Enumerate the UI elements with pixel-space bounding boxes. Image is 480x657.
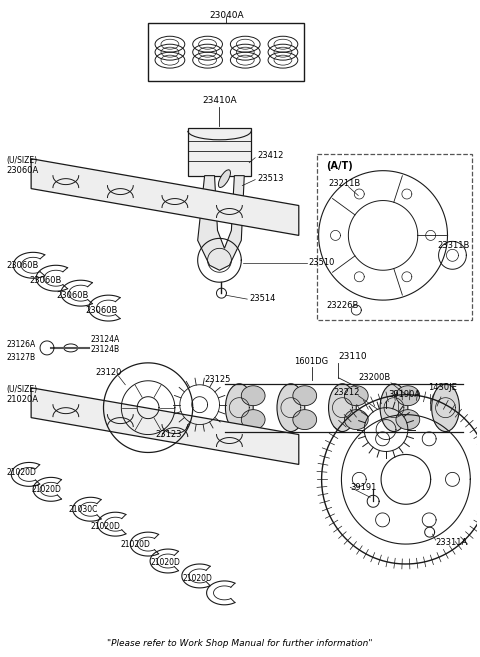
Text: 1430JE: 1430JE bbox=[428, 383, 456, 392]
Ellipse shape bbox=[380, 384, 408, 432]
Text: 21020D: 21020D bbox=[183, 574, 213, 583]
Text: 21020D: 21020D bbox=[91, 522, 120, 531]
Text: 23200B: 23200B bbox=[358, 373, 391, 382]
Ellipse shape bbox=[344, 410, 368, 430]
Text: 23127B: 23127B bbox=[6, 353, 36, 363]
Text: 21020D: 21020D bbox=[31, 485, 61, 494]
Text: 23124B: 23124B bbox=[91, 346, 120, 354]
Text: 23060B: 23060B bbox=[29, 276, 61, 284]
Ellipse shape bbox=[328, 384, 356, 432]
Text: 23060B: 23060B bbox=[56, 290, 88, 300]
Text: 21020D: 21020D bbox=[150, 558, 180, 566]
Polygon shape bbox=[31, 159, 299, 235]
Text: 23060B: 23060B bbox=[85, 306, 118, 315]
Text: (A/T): (A/T) bbox=[326, 161, 353, 171]
Ellipse shape bbox=[344, 386, 368, 405]
Ellipse shape bbox=[241, 410, 265, 430]
Ellipse shape bbox=[277, 384, 305, 432]
Ellipse shape bbox=[396, 386, 420, 405]
Ellipse shape bbox=[241, 386, 265, 405]
Text: (U/SIZE): (U/SIZE) bbox=[6, 156, 37, 165]
FancyBboxPatch shape bbox=[188, 128, 251, 175]
Text: 39191: 39191 bbox=[350, 483, 377, 492]
Ellipse shape bbox=[293, 410, 317, 430]
Text: 23124A: 23124A bbox=[91, 336, 120, 344]
Polygon shape bbox=[31, 388, 299, 464]
Text: 23125: 23125 bbox=[204, 375, 231, 384]
Text: 23060B: 23060B bbox=[6, 261, 39, 270]
Text: 23126A: 23126A bbox=[6, 340, 36, 350]
Polygon shape bbox=[198, 175, 244, 270]
Text: 23060A: 23060A bbox=[6, 166, 38, 175]
Text: 21020D: 21020D bbox=[6, 468, 36, 477]
Text: 21030C: 21030C bbox=[69, 505, 98, 514]
Ellipse shape bbox=[218, 170, 230, 187]
Text: 23311A: 23311A bbox=[435, 537, 468, 547]
Ellipse shape bbox=[396, 410, 420, 430]
Text: (U/SIZE): (U/SIZE) bbox=[6, 385, 37, 394]
Text: 39190A: 39190A bbox=[388, 390, 420, 399]
Ellipse shape bbox=[226, 384, 253, 432]
Ellipse shape bbox=[293, 386, 317, 405]
Text: 23110: 23110 bbox=[338, 352, 367, 361]
Text: 1601DG: 1601DG bbox=[294, 357, 328, 367]
Text: "Please refer to Work Shop Manual for further information": "Please refer to Work Shop Manual for fu… bbox=[107, 639, 372, 648]
Text: 21020D: 21020D bbox=[120, 539, 150, 549]
Text: 23514: 23514 bbox=[249, 294, 276, 303]
Text: 23040A: 23040A bbox=[209, 11, 244, 20]
Text: 23311B: 23311B bbox=[438, 241, 470, 250]
Text: 23410A: 23410A bbox=[202, 97, 237, 106]
Text: 23510: 23510 bbox=[309, 258, 335, 267]
Text: 23211B: 23211B bbox=[328, 179, 361, 188]
Text: 23412: 23412 bbox=[257, 151, 284, 160]
Text: 21020A: 21020A bbox=[6, 396, 38, 404]
Text: 23123: 23123 bbox=[155, 430, 181, 439]
Ellipse shape bbox=[432, 384, 459, 432]
Text: 23226B: 23226B bbox=[326, 301, 359, 309]
Text: 23513: 23513 bbox=[257, 174, 284, 183]
Text: 23120: 23120 bbox=[96, 369, 122, 377]
Text: 23212: 23212 bbox=[334, 388, 360, 397]
